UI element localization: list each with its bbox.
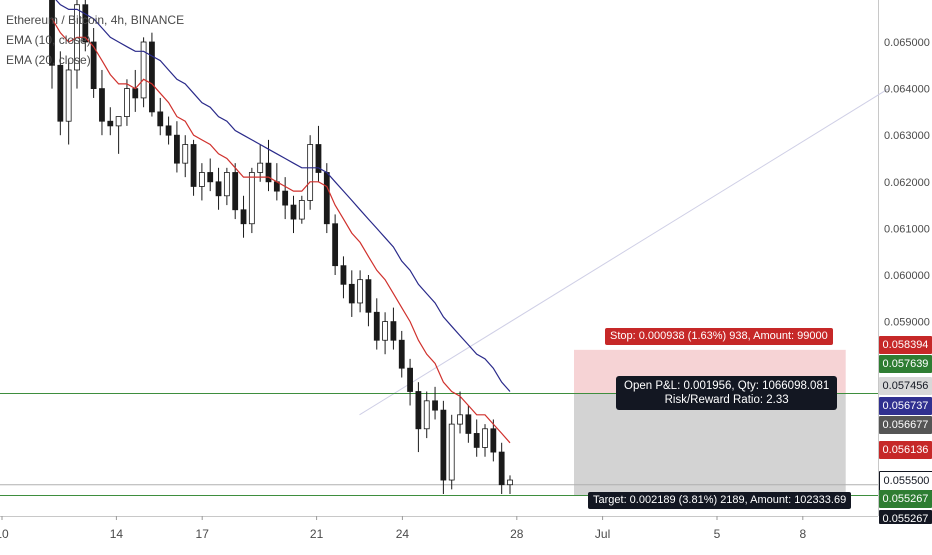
price-tick-label: 0.065000 [884, 37, 930, 49]
candle-body [382, 321, 388, 341]
candle-body [440, 409, 447, 481]
price-tag: 0.056136 [879, 441, 932, 459]
candle-body [149, 41, 155, 113]
time-tick-label: 17 [196, 527, 210, 541]
candle-body [407, 367, 413, 392]
candle-body [315, 144, 322, 173]
target-zone [574, 393, 846, 496]
candle-body [57, 64, 64, 122]
candle-body [390, 321, 397, 341]
price-tick-label: 0.059000 [884, 317, 930, 329]
candle-body [223, 172, 230, 197]
stop-label[interactable]: Stop: 0.000938 (1.63%) 938, Amount: 9900… [605, 328, 833, 345]
ema10-line [51, 18, 511, 444]
candle-body [132, 88, 139, 99]
candle-body [49, 0, 55, 66]
time-tick-label: Jul [595, 527, 610, 541]
time-tick-label: 14 [110, 527, 124, 541]
candle-body [498, 451, 505, 486]
price-tag: 0.055500 [879, 471, 932, 491]
legend-symbol[interactable]: Ethereum / Bitcoin, 4h, BINANCE [6, 13, 185, 27]
candle-body [357, 279, 364, 304]
candle-body [198, 172, 205, 187]
candle-body [448, 423, 455, 481]
candle-body [157, 111, 164, 127]
price-tick-label: 0.060000 [884, 270, 930, 282]
candle-body [65, 69, 72, 122]
risk-reward-line: Risk/Reward Ratio: 2.33 [664, 394, 789, 406]
candle-body [124, 88, 130, 117]
candle-body [265, 162, 272, 183]
price-tag: 0.055267 [879, 490, 932, 508]
candle-body [490, 428, 497, 453]
time-tick-label: 10 [0, 527, 9, 541]
candle-body [282, 190, 289, 206]
legend-ema20[interactable]: EMA (20, close) [6, 53, 91, 67]
candle-body [340, 265, 347, 285]
candle-body [465, 414, 472, 434]
chart-legend: Ethereum / Bitcoin, 4h, BINANCE EMA (10,… [6, 10, 184, 70]
candle-body [140, 41, 147, 99]
price-tag: 0.056737 [879, 397, 932, 415]
time-tick-label: 21 [310, 527, 324, 541]
price-tick-label: 0.064000 [884, 84, 930, 96]
time-tick-label: 8 [799, 527, 806, 541]
candle-body [290, 204, 297, 220]
candle-body [373, 311, 380, 341]
legend-ema10[interactable]: EMA (10, close) [6, 33, 91, 47]
candle-body [90, 41, 97, 89]
candle-body [432, 400, 438, 411]
time-tick-label: 5 [714, 527, 721, 541]
time-tick-label: 28 [510, 527, 524, 541]
trend-line [359, 88, 889, 416]
candle-body [398, 339, 405, 369]
pnl-info-box[interactable]: Open P&L: 0.001956, Qty: 1066098.081 Ris… [616, 376, 838, 410]
candle-body [165, 125, 172, 136]
time-tick-label: 24 [396, 527, 410, 541]
candle-body [323, 172, 330, 225]
candle-body [82, 4, 89, 43]
candle-body [457, 414, 463, 425]
candle-body [307, 144, 314, 201]
candle-body [507, 479, 513, 486]
candle-body [232, 172, 239, 211]
candle-body [240, 209, 247, 225]
candle-body [482, 428, 488, 448]
price-tag: 0.055267 [879, 510, 932, 525]
price-tick-label: 0.062000 [884, 177, 930, 189]
candle-body [248, 172, 255, 225]
candle-body [423, 400, 430, 430]
candle-body [174, 134, 180, 164]
candle-body [257, 162, 264, 173]
pnl-line: Open P&L: 0.001956, Qty: 1066098.081 [624, 380, 830, 392]
candle-body [182, 144, 189, 164]
price-tick-label: 0.061000 [884, 223, 930, 235]
price-tag: 0.056677 [879, 416, 932, 434]
price-tick-label: 0.063000 [884, 130, 930, 142]
candle-body [107, 120, 114, 127]
target-label[interactable]: Target: 0.002189 (3.81%) 2189, Amount: 1… [588, 492, 852, 509]
candle-body [348, 283, 355, 304]
candle-body [207, 172, 214, 183]
price-tag: 0.057456 [879, 377, 932, 395]
price-tag: 0.057639 [879, 355, 932, 373]
candle-body [473, 433, 480, 448]
ema20-line [55, 0, 511, 392]
candle-body [99, 88, 105, 122]
candle-body [415, 391, 422, 430]
candle-body [365, 279, 372, 313]
candle-body [190, 144, 197, 187]
candle-body [332, 223, 339, 267]
candle-body [215, 181, 222, 197]
candle-body [298, 200, 305, 220]
candle-body [115, 116, 122, 127]
price-tag: 0.058394 [879, 336, 932, 354]
